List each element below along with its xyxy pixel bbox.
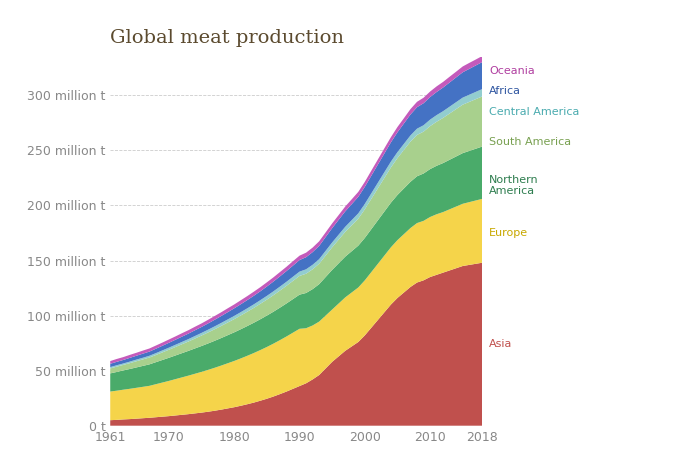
Text: South America: South America bbox=[489, 137, 571, 147]
Text: Oceania: Oceania bbox=[489, 66, 535, 76]
Text: Global meat production: Global meat production bbox=[110, 29, 344, 47]
Text: Central America: Central America bbox=[489, 107, 579, 117]
Text: Asia: Asia bbox=[489, 339, 513, 349]
Text: Europe: Europe bbox=[489, 228, 528, 238]
Text: Northern
America: Northern America bbox=[489, 175, 539, 196]
Text: Africa: Africa bbox=[489, 86, 522, 96]
